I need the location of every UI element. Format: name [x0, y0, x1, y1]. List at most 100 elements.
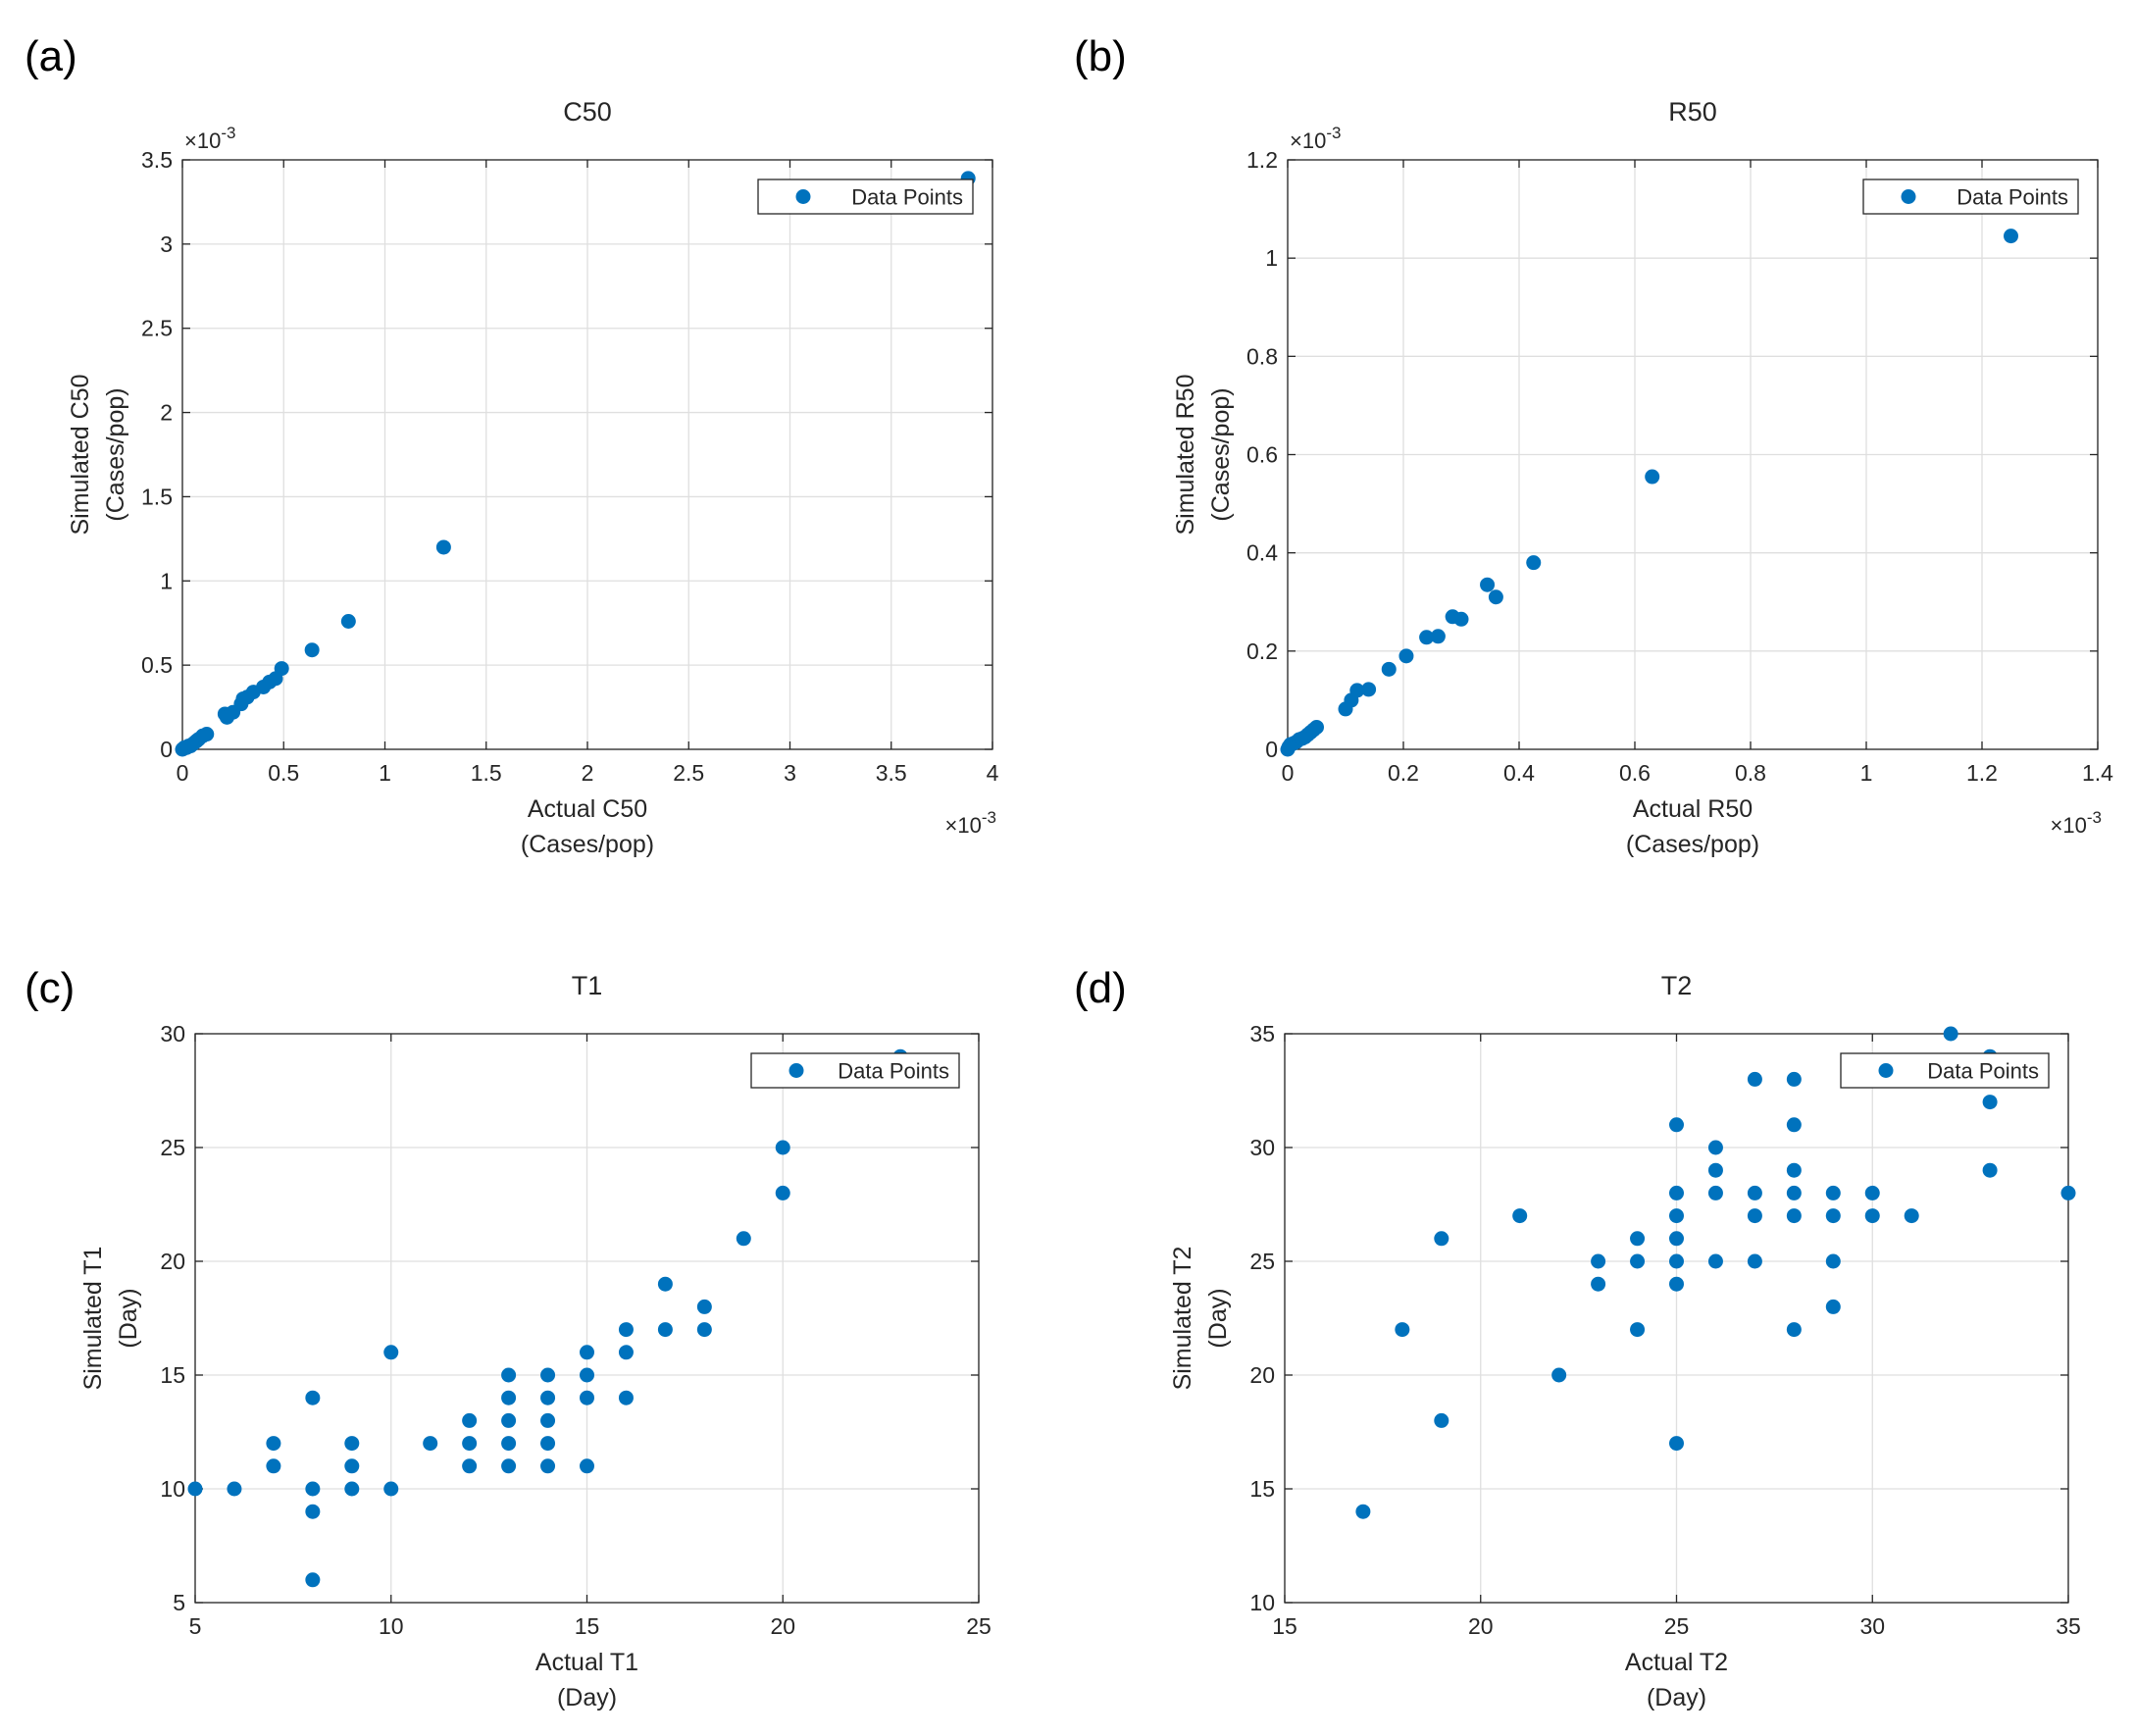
- x-tick-label: 30: [1859, 1613, 1885, 1639]
- data-point: [1825, 1299, 1841, 1314]
- x-tick-label: 15: [575, 1613, 600, 1639]
- y-tick-label: 20: [160, 1249, 185, 1274]
- data-point: [1381, 661, 1397, 677]
- exponent-power: -3: [982, 808, 996, 827]
- y-tick-label: 5: [173, 1590, 185, 1615]
- data-point: [1488, 589, 1503, 605]
- data-point: [1982, 1162, 1998, 1178]
- y-tick-label: 1.2: [1246, 147, 1278, 173]
- data-point: [305, 1572, 321, 1588]
- data-point: [618, 1322, 634, 1338]
- data-point: [1864, 1208, 1880, 1224]
- legend-label: Data Points: [838, 1059, 949, 1084]
- data-point: [1786, 1208, 1802, 1224]
- chart-panel-2: (b) R50 0 0.2 0.4 0.6 0.8 1 1.2 1.4 0 0.2 0.4 0.6 0.8 1…: [1074, 32, 2113, 858]
- legend-marker: [788, 1063, 804, 1078]
- x-tick-label: 0.2: [1388, 760, 1419, 786]
- data-point: [1551, 1367, 1567, 1383]
- data-point: [775, 1185, 790, 1200]
- exponent-power: -3: [1326, 124, 1341, 142]
- y-tick-label: 10: [1249, 1590, 1275, 1615]
- panel-label: (a): [25, 32, 77, 80]
- x-tick-label: 0.8: [1735, 760, 1766, 786]
- data-point: [1707, 1185, 1723, 1200]
- data-point: [501, 1390, 517, 1405]
- exponent-base: ×10: [1290, 128, 1326, 153]
- legend-label: Data Points: [1927, 1059, 2039, 1084]
- data-point: [383, 1481, 399, 1497]
- data-point: [657, 1276, 673, 1292]
- data-point: [1747, 1208, 1762, 1224]
- y-tick-label: 30: [1249, 1135, 1275, 1160]
- chart-panel-3: (c) T1 5 10 15 20 25 5 10 15 20 25 30 Actual T1 (Day) S…: [25, 964, 991, 1711]
- data-point: [696, 1299, 712, 1314]
- y-axis-unit: (Day): [1204, 1288, 1232, 1348]
- data-point: [1747, 1253, 1762, 1269]
- data-point: [340, 613, 356, 629]
- y-exponent-label: ×10-3: [184, 124, 235, 153]
- x-exponent-label: ×10-3: [945, 808, 996, 838]
- legend-box: [750, 1052, 960, 1089]
- data-point: [1398, 648, 1414, 664]
- legend: Data Points: [1840, 1052, 2050, 1089]
- y-tick-label: 30: [160, 1021, 185, 1047]
- y-tick-label: 25: [160, 1135, 185, 1160]
- data-point: [1786, 1185, 1802, 1200]
- data-point: [305, 1481, 321, 1497]
- y-tick-label: 0: [160, 737, 173, 762]
- data-point: [1864, 1185, 1880, 1200]
- y-tick-label: 3: [160, 231, 173, 257]
- data-point: [1943, 1026, 1958, 1042]
- data-point: [1669, 1276, 1684, 1292]
- data-point: [540, 1436, 556, 1452]
- x-tick-label: 0.5: [268, 760, 299, 786]
- data-point: [344, 1436, 360, 1452]
- legend-box: [757, 179, 974, 215]
- x-tick-label: 5: [189, 1613, 202, 1639]
- x-tick-label: 20: [1468, 1613, 1494, 1639]
- data-points: [187, 1048, 908, 1588]
- legend-marker: [1878, 1063, 1894, 1078]
- x-tick-label: 0: [177, 760, 189, 786]
- legend: Data Points: [757, 179, 974, 215]
- x-tick-label: 35: [2056, 1613, 2081, 1639]
- data-point: [1669, 1185, 1684, 1200]
- y-tick-label: 0.4: [1246, 540, 1278, 566]
- y-axis-unit: (Cases/pop): [1207, 387, 1235, 521]
- data-point: [580, 1367, 594, 1383]
- y-tick-label: 1: [160, 568, 173, 593]
- data-point: [775, 1140, 790, 1155]
- data-point: [696, 1322, 712, 1338]
- data-point: [1395, 1322, 1410, 1338]
- y-tick-label: 0: [1265, 737, 1278, 762]
- data-point: [540, 1458, 556, 1474]
- data-point: [580, 1345, 594, 1360]
- data-point: [1825, 1253, 1841, 1269]
- x-tick-label: 1.4: [2082, 760, 2113, 786]
- x-tick-label: 1.5: [471, 760, 502, 786]
- data-point: [1786, 1117, 1802, 1133]
- data-point: [435, 539, 451, 555]
- data-point: [580, 1390, 594, 1405]
- data-point: [1825, 1208, 1841, 1224]
- data-point: [1747, 1071, 1762, 1087]
- legend-box: [1840, 1052, 2050, 1089]
- data-point: [1707, 1140, 1723, 1155]
- x-axis-unit: (Cases/pop): [521, 831, 654, 858]
- data-point: [540, 1412, 556, 1428]
- y-tick-label: 2: [160, 400, 173, 426]
- x-tick-label: 3.5: [876, 760, 907, 786]
- x-axis-unit: (Day): [1647, 1684, 1706, 1711]
- data-point: [383, 1345, 399, 1360]
- legend-label: Data Points: [851, 185, 963, 210]
- x-axis-label: Actual C50: [528, 795, 647, 823]
- y-exponent-label: ×10-3: [1290, 124, 1341, 153]
- data-points: [175, 171, 976, 757]
- data-point: [1434, 1231, 1449, 1247]
- data-point: [1669, 1117, 1684, 1133]
- data-points: [1355, 1026, 2076, 1519]
- y-axis-label: Simulated T2: [1169, 1247, 1196, 1391]
- data-point: [266, 1436, 281, 1452]
- y-tick-label: 15: [160, 1362, 185, 1388]
- data-point: [1434, 1412, 1449, 1428]
